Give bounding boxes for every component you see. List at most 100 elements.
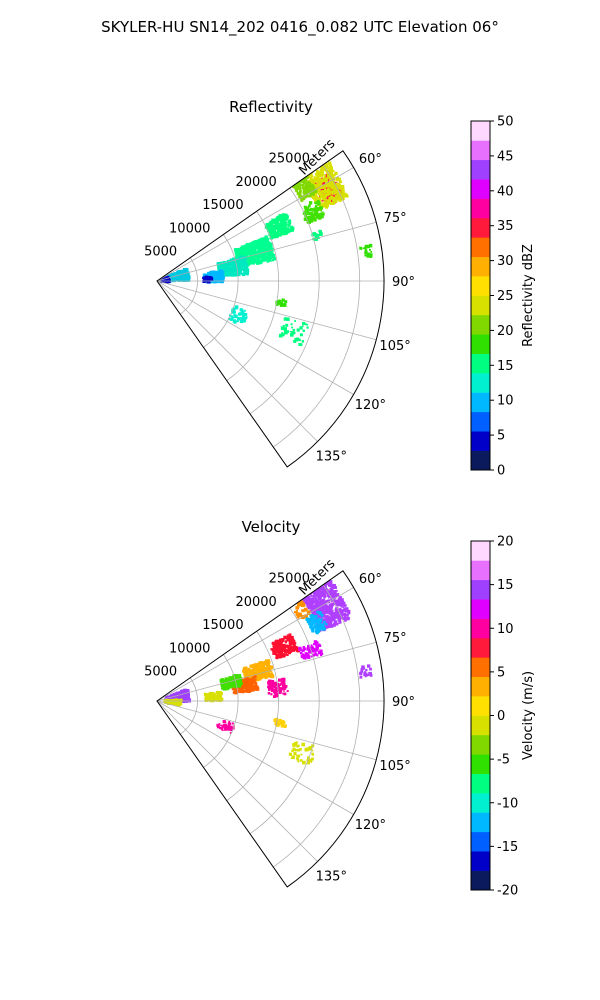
panel-title: Velocity: [242, 518, 301, 536]
colorbar-segment: [471, 560, 490, 581]
colorbar-tick-label: 15: [497, 578, 514, 593]
azimuth-tick-label: 120°: [355, 398, 386, 413]
azimuth-spoke: [156, 587, 354, 702]
colorbar-segment: [471, 754, 490, 774]
echo-cell: [298, 640, 324, 660]
panel-title: Reflectivity: [229, 98, 313, 116]
colorbar-segment: [471, 140, 490, 161]
colorbar-tick-label: -15: [497, 840, 518, 855]
reflectivity-panel: Reflectivity500010000150002000025000Mete…: [144, 98, 536, 479]
echo-cell: [264, 213, 295, 240]
colorbar-segment: [471, 812, 490, 833]
colorbar-tick-label: 25: [497, 289, 514, 304]
colorbar-tick-label: 5: [497, 429, 505, 444]
colorbar-tick-label: 50: [497, 115, 514, 130]
colorbar-tick-label: -20: [497, 884, 518, 899]
colorbar-tick-label: 35: [497, 219, 514, 234]
colorbar-segment: [471, 870, 490, 891]
colorbar-segment: [471, 373, 490, 393]
echo-cell: [292, 175, 318, 202]
range-ring: [203, 234, 239, 348]
range-ring: [249, 187, 320, 415]
colorbar-tick-label: -10: [497, 796, 518, 811]
azimuth-tick-label: 135°: [316, 869, 347, 884]
azimuth-tick-label: 105°: [379, 759, 410, 774]
colorbar-tick-label: 0: [497, 709, 505, 724]
azimuth-tick-label: 90°: [392, 695, 415, 710]
azimuth-spoke: [156, 280, 377, 341]
echo-cell: [270, 633, 300, 660]
range-ring: [203, 654, 239, 768]
colorbar-segment: [471, 831, 490, 852]
colorbar-segment: [471, 599, 490, 619]
azimuth-spoke: [156, 700, 377, 761]
azimuth-tick-label: 60°: [359, 152, 382, 167]
colorbar-tick-label: 30: [497, 254, 514, 269]
azimuth-tick-label: 75°: [384, 211, 407, 226]
colorbar-segment: [471, 851, 490, 871]
sector-frame: [156, 150, 385, 468]
range-ring: [226, 631, 279, 801]
colorbar-segment: [471, 696, 490, 716]
azimuth-spoke: [156, 221, 377, 282]
colorbar-segment: [471, 217, 490, 238]
colorbar-segment: [471, 618, 490, 639]
echo-cell: [359, 664, 373, 679]
colorbar-tick-label: 15: [497, 359, 514, 374]
colorbar-segment: [471, 121, 490, 141]
range-tick-label: 15000: [202, 198, 243, 213]
colorbar-segment: [471, 295, 490, 316]
colorbar-segment: [471, 411, 490, 432]
colorbar-segment: [471, 431, 490, 451]
colorbar-label: Reflectivity dBZ: [521, 244, 536, 347]
echo-cell: [267, 677, 289, 698]
range-tick-label: 5000: [144, 665, 177, 680]
colorbar-segment: [471, 676, 490, 697]
colorbar-segment: [471, 198, 490, 219]
colorbar-segment: [471, 450, 490, 471]
sector-frame: [156, 570, 385, 888]
figure-suptitle: SKYLER-HU SN14_202 0416_0.082 UTC Elevat…: [101, 18, 499, 37]
colorbar-label: Velocity (m/s): [521, 671, 536, 760]
colorbar-segment: [471, 179, 490, 199]
range-tick-label: 20000: [235, 175, 276, 190]
colorbar-segment: [471, 314, 490, 335]
colorbar-segment: [471, 734, 490, 755]
azimuth-spoke: [156, 700, 354, 815]
azimuth-tick-label: 105°: [379, 339, 410, 354]
colorbar-segment: [471, 657, 490, 678]
range-tick-label: 10000: [169, 642, 210, 657]
colorbar-tick-label: 20: [497, 324, 514, 339]
azimuth-tick-label: 90°: [392, 275, 415, 290]
colorbar-segment: [471, 773, 490, 794]
range-ring: [273, 164, 360, 448]
colorbar-tick-label: 40: [497, 184, 514, 199]
azimuth-spoke: [156, 700, 318, 862]
range-tick-label: 15000: [202, 618, 243, 633]
colorbar-segment: [471, 579, 490, 600]
echo-layer: [159, 157, 373, 347]
colorbar-tick-label: 5: [497, 665, 505, 680]
colorbar-tick-label: 10: [497, 394, 514, 409]
azimuth-tick-label: 120°: [355, 818, 386, 833]
colorbar-segment: [471, 541, 490, 561]
colorbar-segment: [471, 392, 490, 413]
echo-cell: [203, 690, 224, 703]
colorbar-segment: [471, 256, 490, 277]
azimuth-spoke: [156, 280, 354, 395]
range-ring: [249, 607, 320, 835]
colorbar-segment: [471, 637, 490, 658]
range-ring: [273, 584, 360, 868]
colorbar-segment: [471, 159, 490, 180]
range-tick-label: 25000: [269, 152, 310, 167]
echo-cell: [359, 243, 373, 258]
colorbar-segment: [471, 715, 490, 736]
colorbar-tick-label: 45: [497, 149, 514, 164]
colorbar-segment: [471, 276, 490, 296]
echo-cell: [273, 717, 287, 728]
echo-cell: [302, 199, 325, 224]
colorbar-tick-label: -5: [497, 753, 510, 768]
colorbar-tick-label: 20: [497, 535, 514, 550]
